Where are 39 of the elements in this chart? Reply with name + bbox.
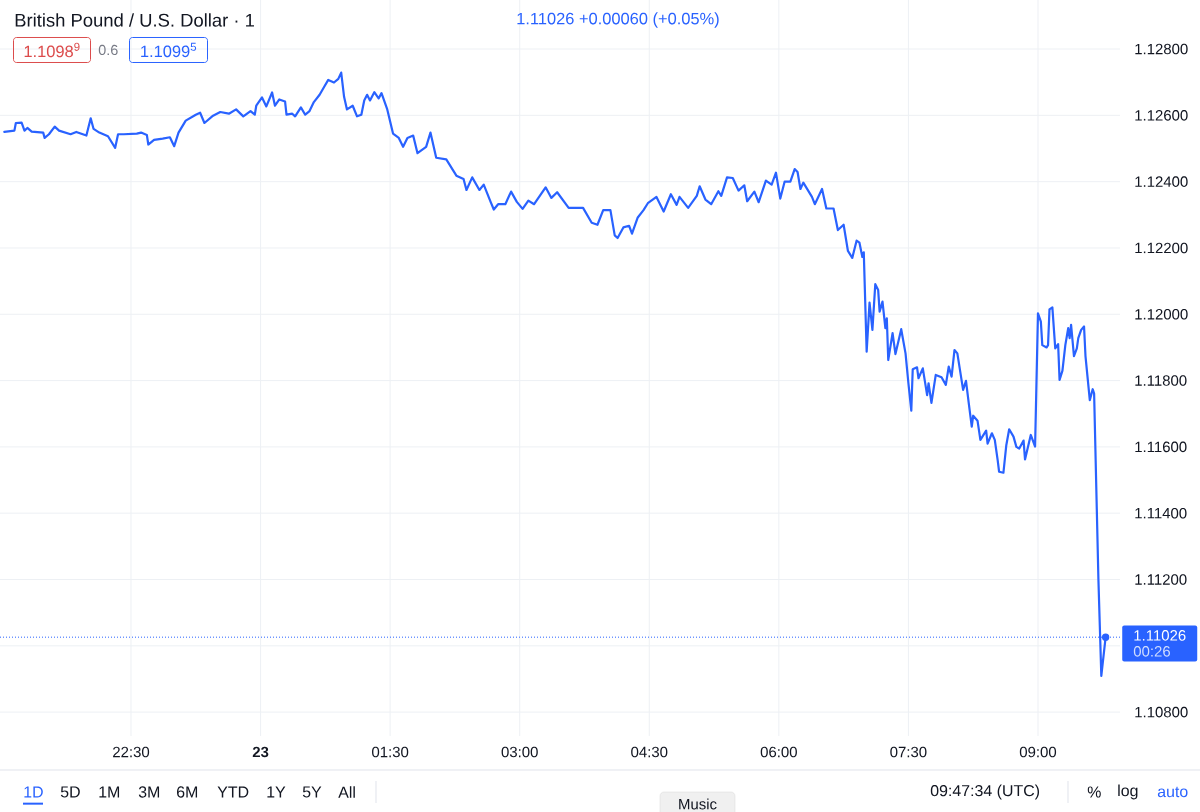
y-tick-label: 1.11800 — [1135, 375, 1187, 386]
text: 1M — [99, 786, 120, 798]
text: 3M — [138, 786, 160, 798]
text: 1Y — [267, 786, 286, 798]
x-tick-label: 01:30 — [372, 746, 409, 758]
y-tick-label: 1.11400 — [1135, 507, 1187, 519]
y-tick-label: 1.12200 — [1135, 242, 1188, 254]
text: % — [1087, 786, 1101, 798]
y-tick-label: 1.12400 — [1135, 176, 1188, 187]
text: 1.11026 +0.00060 (+0.05%) — [517, 12, 719, 28]
y-tick-label: 1.12600 — [1135, 110, 1188, 121]
text: log — [1118, 784, 1138, 800]
y-tick-label: 1.10800 — [1135, 706, 1188, 718]
text: 5Y — [302, 786, 322, 798]
x-tick-label: 07:30 — [890, 746, 927, 758]
y-tick-label: 1.12800 — [1135, 43, 1188, 55]
annotation: 0.6 — [98, 44, 118, 56]
x-tick-label: 23 — [252, 746, 269, 758]
text: 1D — [24, 786, 43, 798]
text: 5D — [60, 786, 80, 798]
text: 6M — [177, 786, 198, 798]
x-tick-label: 22:30 — [113, 746, 150, 758]
x-tick-label: 09:00 — [1019, 746, 1057, 758]
y-tick-label: 1.11200 — [1135, 574, 1187, 585]
x-tick-label: 04:30 — [631, 746, 668, 758]
text: 00:26 — [1133, 646, 1171, 657]
text: British Pound / U.S. Dollar · 1 — [15, 13, 254, 27]
annotation: 1.1098$^{9}$ — [24, 42, 80, 58]
text: 09:47:34 (UTC) — [930, 784, 1040, 800]
y-tick-label: 1.11600 — [1135, 441, 1187, 453]
text: YTD — [217, 786, 249, 798]
x-tick-label: 06:00 — [760, 746, 797, 758]
y-tick-label: 1.12000 — [1135, 308, 1188, 320]
annotation: 1.1099$^{5}$ — [141, 42, 197, 58]
text: auto — [1157, 786, 1188, 798]
text: All — [338, 786, 355, 798]
x-tick-label: 03:00 — [501, 746, 538, 758]
text: Music — [679, 798, 717, 810]
ref-line-label: 1.11026 — [1134, 630, 1186, 641]
